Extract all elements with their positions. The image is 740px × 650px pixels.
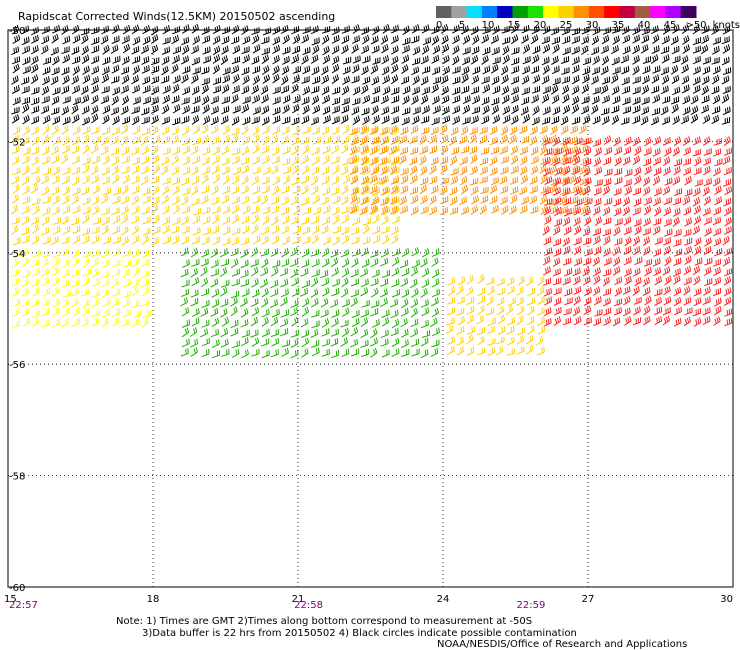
legend-bin-label: 45 [664,20,677,31]
x-tick-label: 27 [582,594,595,605]
legend-swatch [466,6,483,18]
legend-bin-label: 0 [436,20,442,31]
note-line-2: 3)Data buffer is 22 hrs from 20150502 4)… [142,628,577,639]
legend-bin-label: 40 [638,20,651,31]
chart-title: Rapidscat Corrected Winds(12.5KM) 201505… [18,10,335,23]
x-tick-label: 15 [4,594,17,605]
legend-bin-label: 10 [482,20,495,31]
y-tick-label: -50 [9,26,25,37]
legend-swatch [512,6,529,18]
legend-bin-label: >50 [685,20,706,31]
legend-swatch [573,6,590,18]
legend-swatch [543,6,559,18]
legend-bin-label: 35 [612,20,625,31]
plot-frame [7,29,734,588]
y-tick-label: -58 [9,472,25,483]
legend-swatch [604,6,621,18]
legend: 0 5 10 15 20 25 30 35 40 45 >50 knots [436,6,740,31]
legend-swatch [436,6,452,18]
y-tick-label: -60 [9,583,25,594]
legend-bin-label: 15 [508,20,521,31]
wind-barb-set [445,274,546,357]
wind-field-5 [180,247,440,359]
legend-swatch [650,6,666,18]
wind-field-3 [542,135,733,327]
x-tick-label: 21 [292,594,305,605]
x-tick-label: 24 [437,594,450,605]
x-tick-label: 18 [147,594,160,605]
wind-field-2 [349,124,589,216]
wind-field-4 [11,247,151,328]
wind-field-0 [11,23,732,126]
wind-barb-set [11,23,732,126]
legend-unit: knots [713,20,740,31]
time-label: 22:59 [517,600,546,611]
time-label: 22:58 [294,600,323,611]
y-tick-labels: -50 -52 -54 -56 -58 -60 [9,26,25,594]
legend-swatch [665,6,682,18]
legend-swatch [588,6,605,18]
legend-swatch [558,6,575,18]
y-tick-label: -54 [9,249,25,260]
wind-barb-set [11,247,151,328]
wind-barb-set [349,124,589,216]
wind-field-1 [10,124,401,246]
x-tick-label: 30 [720,594,733,605]
legend-swatch [451,6,468,18]
time-labels: 22:57 22:58 22:59 [9,600,545,611]
wind-barbs [10,23,733,359]
legend-swatch [634,6,651,18]
legend-bin-label: 20 [534,20,547,31]
time-label: 22:57 [9,600,38,611]
note-line-1: Note: 1) Times are GMT 2)Times along bot… [116,616,532,627]
legend-swatch [497,6,513,18]
legend-bin-label: 30 [586,20,599,31]
legend-bin-label: 25 [560,20,573,31]
y-tick-label: -56 [9,360,25,371]
wind-barb-set [542,135,733,327]
wind-field-6 [445,274,546,357]
x-tick-labels: 15 18 21 24 27 30 [4,594,733,605]
legend-swatch [527,6,544,18]
legend-swatch [680,6,697,18]
legend-swatch [481,6,498,18]
wind-barb-set [180,247,440,359]
legend-swatch [619,6,636,18]
wind-barb-set [10,124,401,246]
y-tick-label: -52 [9,137,25,148]
credit-line: NOAA/NESDIS/Office of Research and Appli… [437,639,687,650]
legend-bin-label: 5 [459,20,465,31]
